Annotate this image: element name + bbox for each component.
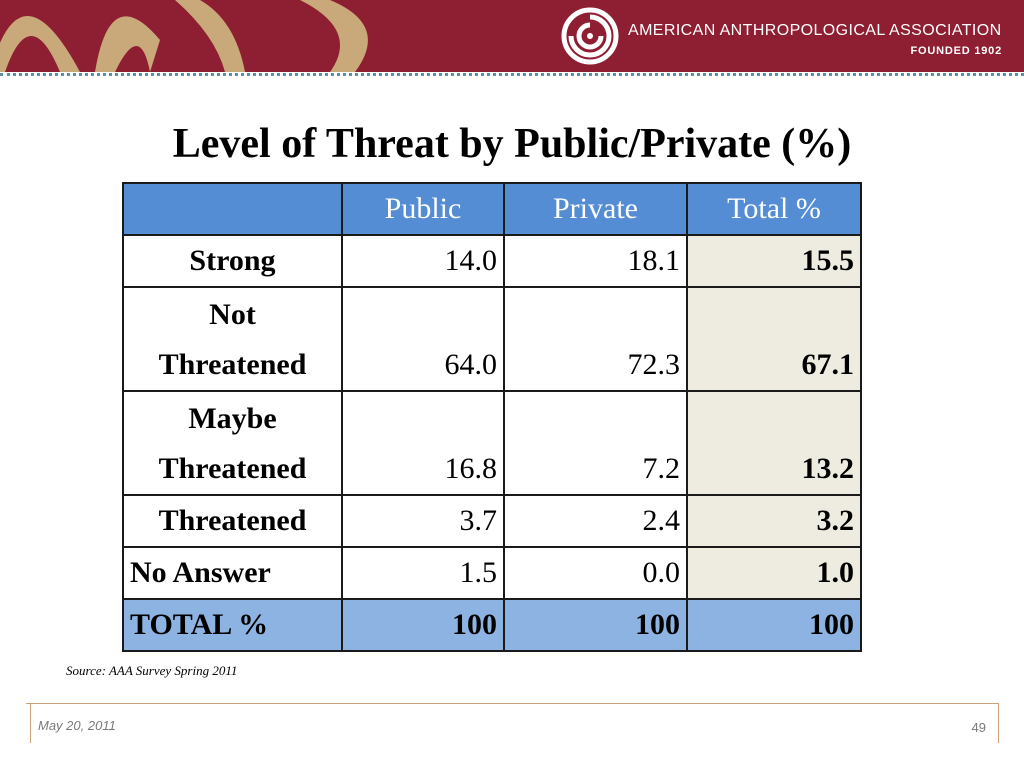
private-value: 2.4	[503, 494, 688, 548]
footer-left-border	[30, 703, 31, 743]
total-value: 1.0	[686, 546, 862, 600]
table-row: Not Threatened 64.0 72.3 67.1	[122, 286, 862, 392]
row-label-line: Threatened	[158, 348, 307, 381]
private-value: 72.3	[503, 286, 688, 392]
public-value: 64.0	[341, 286, 505, 392]
header-cell-private: Private	[503, 182, 688, 236]
public-value: 3.7	[341, 494, 505, 548]
row-label: Maybe Threatened	[122, 390, 343, 496]
row-label-line: Maybe	[188, 402, 277, 435]
row-label: Not Threatened	[122, 286, 343, 392]
total-value: 67.1	[686, 286, 862, 392]
row-label: Threatened	[122, 494, 343, 548]
row-label: No Answer	[122, 546, 343, 600]
private-value: 7.2	[503, 390, 688, 496]
total-value: 3.2	[686, 494, 862, 548]
total-total-value: 100	[686, 598, 862, 652]
row-label-line: Not	[209, 298, 256, 331]
row-label-line: Threatened	[158, 504, 307, 537]
total-row-label: TOTAL %	[122, 598, 343, 652]
footer-right-border	[998, 703, 999, 743]
table-header-row: Public Private Total %	[122, 182, 862, 236]
row-label: Strong	[122, 234, 343, 288]
slide-title: Level of Threat by Public/Private (%)	[172, 121, 852, 167]
header-cell-blank	[122, 182, 343, 236]
decorative-swirl-icon	[0, 0, 368, 72]
source-note: Source: AAA Survey Spring 2011	[66, 663, 238, 678]
table-total-row: TOTAL % 100 100 100	[122, 598, 862, 652]
row-label-line: No Answer	[130, 556, 271, 589]
footer-divider	[26, 703, 999, 704]
organization-name: AMERICAN ANTHROPOLOGICAL ASSOCIATION	[628, 22, 1002, 39]
total-value: 15.5	[686, 234, 862, 288]
table-row: Maybe Threatened 16.8 7.2 13.2	[122, 390, 862, 496]
total-private-value: 100	[503, 598, 688, 652]
table-row: No Answer 1.5 0.0 1.0	[122, 546, 862, 600]
row-label-line: Threatened	[158, 452, 307, 485]
public-value: 14.0	[341, 234, 505, 288]
total-value: 13.2	[686, 390, 862, 496]
total-public-value: 100	[341, 598, 505, 652]
row-label-line: Strong	[189, 244, 276, 277]
header-banner: AMERICAN ANTHROPOLOGICAL ASSOCIATION FOU…	[0, 0, 1024, 72]
footer-date: May 20, 2011	[38, 718, 116, 733]
public-value: 1.5	[341, 546, 505, 600]
public-value: 16.8	[341, 390, 505, 496]
table-row: Strong 14.0 18.1 15.5	[122, 234, 862, 288]
header-cell-total: Total %	[686, 182, 862, 236]
private-value: 18.1	[503, 234, 688, 288]
private-value: 0.0	[503, 546, 688, 600]
spiral-logo-icon	[561, 7, 619, 65]
threat-table: Public Private Total % Strong 14.0 18.1 …	[122, 182, 862, 652]
page-number: 49	[971, 720, 986, 735]
table-row: Threatened 3.7 2.4 3.2	[122, 494, 862, 548]
dotted-divider	[0, 73, 1024, 76]
header-cell-public: Public	[341, 182, 505, 236]
founded-label: FOUNDED 1902	[910, 45, 1002, 57]
